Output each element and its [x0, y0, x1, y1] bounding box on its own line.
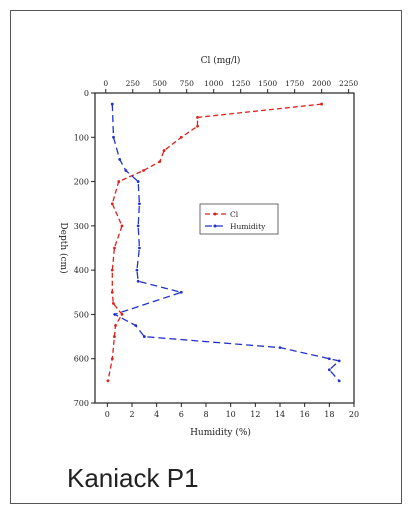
series-point-cl [142, 169, 145, 172]
bottom-axis-tick-label: 16 [300, 410, 310, 419]
top-axis-tick-label: 1750 [285, 79, 304, 88]
top-axis-tick-label: 2000 [312, 79, 331, 88]
series-point-humidity [110, 102, 114, 106]
legend-label-humidity: Humidity [230, 222, 266, 231]
series-point-cl [110, 268, 114, 272]
series-point-humidity [327, 368, 331, 372]
series-point-cl [162, 149, 166, 152]
series-point-cl [120, 313, 124, 316]
series-point-cl [113, 335, 116, 338]
bottom-axis-tick-label: 4 [154, 410, 159, 419]
top-axis-tick-label: 1000 [204, 79, 223, 88]
bottom-axis-tick-label: 12 [250, 410, 260, 419]
bottom-axis-tick-label: 18 [324, 410, 334, 419]
top-axis-tick-label: 750 [180, 79, 195, 88]
series-point-humidity [327, 357, 331, 361]
series-point-cl [114, 324, 117, 327]
series-line-humidity [111, 104, 341, 382]
bottom-axis-title: Humidity (%) [190, 427, 251, 438]
series-point-cl [120, 224, 124, 228]
series-point-humidity [142, 335, 146, 338]
y-axis-tick-label: 500 [74, 310, 89, 319]
top-axis-tick-label: 250 [126, 79, 141, 88]
series-point-cl [110, 202, 114, 206]
y-axis-tick-label: 0 [84, 89, 89, 98]
bottom-axis-tick-label: 14 [275, 410, 285, 419]
bottom-axis-tick-label: 8 [203, 410, 208, 419]
series-point-cl [196, 124, 199, 128]
series-point-humidity [112, 135, 115, 139]
series-point-cl [196, 115, 199, 119]
top-axis-tick-label: 1500 [258, 79, 277, 88]
bottom-axis-tick-label: 10 [226, 410, 236, 419]
series-point-cl [158, 160, 162, 164]
legend-label-cl: Cl [230, 210, 239, 219]
series-point-humidity [136, 224, 140, 228]
top-axis-tick-label: 0 [103, 79, 108, 88]
series-point-humidity [113, 313, 117, 316]
series-point-humidity [136, 279, 140, 283]
legend-box [199, 203, 279, 235]
series-point-humidity [134, 324, 138, 327]
y-axis-tick-label: 700 [74, 399, 89, 408]
figure-caption: Kaniack P1 [67, 463, 199, 493]
series-point-humidity [118, 158, 122, 161]
series-point-humidity [136, 180, 140, 183]
series-line-cl [107, 103, 322, 382]
top-axis-title: Cl (mg/l) [201, 55, 241, 66]
y-axis-tick-label: 300 [74, 222, 89, 231]
bottom-axis-tick-label: 20 [349, 410, 359, 419]
series-point-cl [113, 246, 116, 250]
series-point-cl [106, 379, 110, 383]
y-axis-title: Depth (cm) [58, 222, 69, 273]
series-point-cl [110, 290, 114, 294]
series-point-cl [117, 180, 121, 183]
plot-area-border [94, 92, 355, 404]
series-point-humidity [337, 379, 341, 383]
series-point-humidity [179, 290, 183, 294]
series-point-humidity [337, 359, 341, 363]
top-axis-tick-label: 1250 [231, 79, 250, 88]
series-point-humidity [135, 268, 139, 272]
series-point-humidity [124, 169, 128, 172]
series-point-cl [320, 102, 324, 106]
y-axis-tick-label: 400 [74, 266, 89, 275]
series-point-humidity [138, 246, 141, 250]
series-point-cl [110, 357, 114, 361]
series-point-humidity [138, 202, 141, 206]
top-axis-tick-label: 500 [153, 79, 168, 88]
series-point-humidity [278, 346, 282, 350]
y-axis-tick-label: 100 [74, 133, 89, 142]
bottom-axis-tick-label: 6 [179, 410, 184, 419]
bottom-axis-tick-label: 0 [105, 410, 110, 419]
series-point-cl [179, 135, 183, 139]
series-point-cl [111, 301, 115, 305]
y-axis-tick-label: 600 [74, 355, 89, 364]
top-axis-tick-label: 2250 [339, 79, 358, 88]
legend-marker-humidity [213, 224, 217, 228]
legend-marker-cl [213, 212, 217, 216]
y-axis-tick-label: 200 [74, 178, 89, 187]
bottom-axis-tick-label: 2 [129, 410, 134, 419]
figure-frame: 0 250 500 750 1000 1250 1500 1750 2000 2250 Cl (mg… [10, 10, 402, 504]
